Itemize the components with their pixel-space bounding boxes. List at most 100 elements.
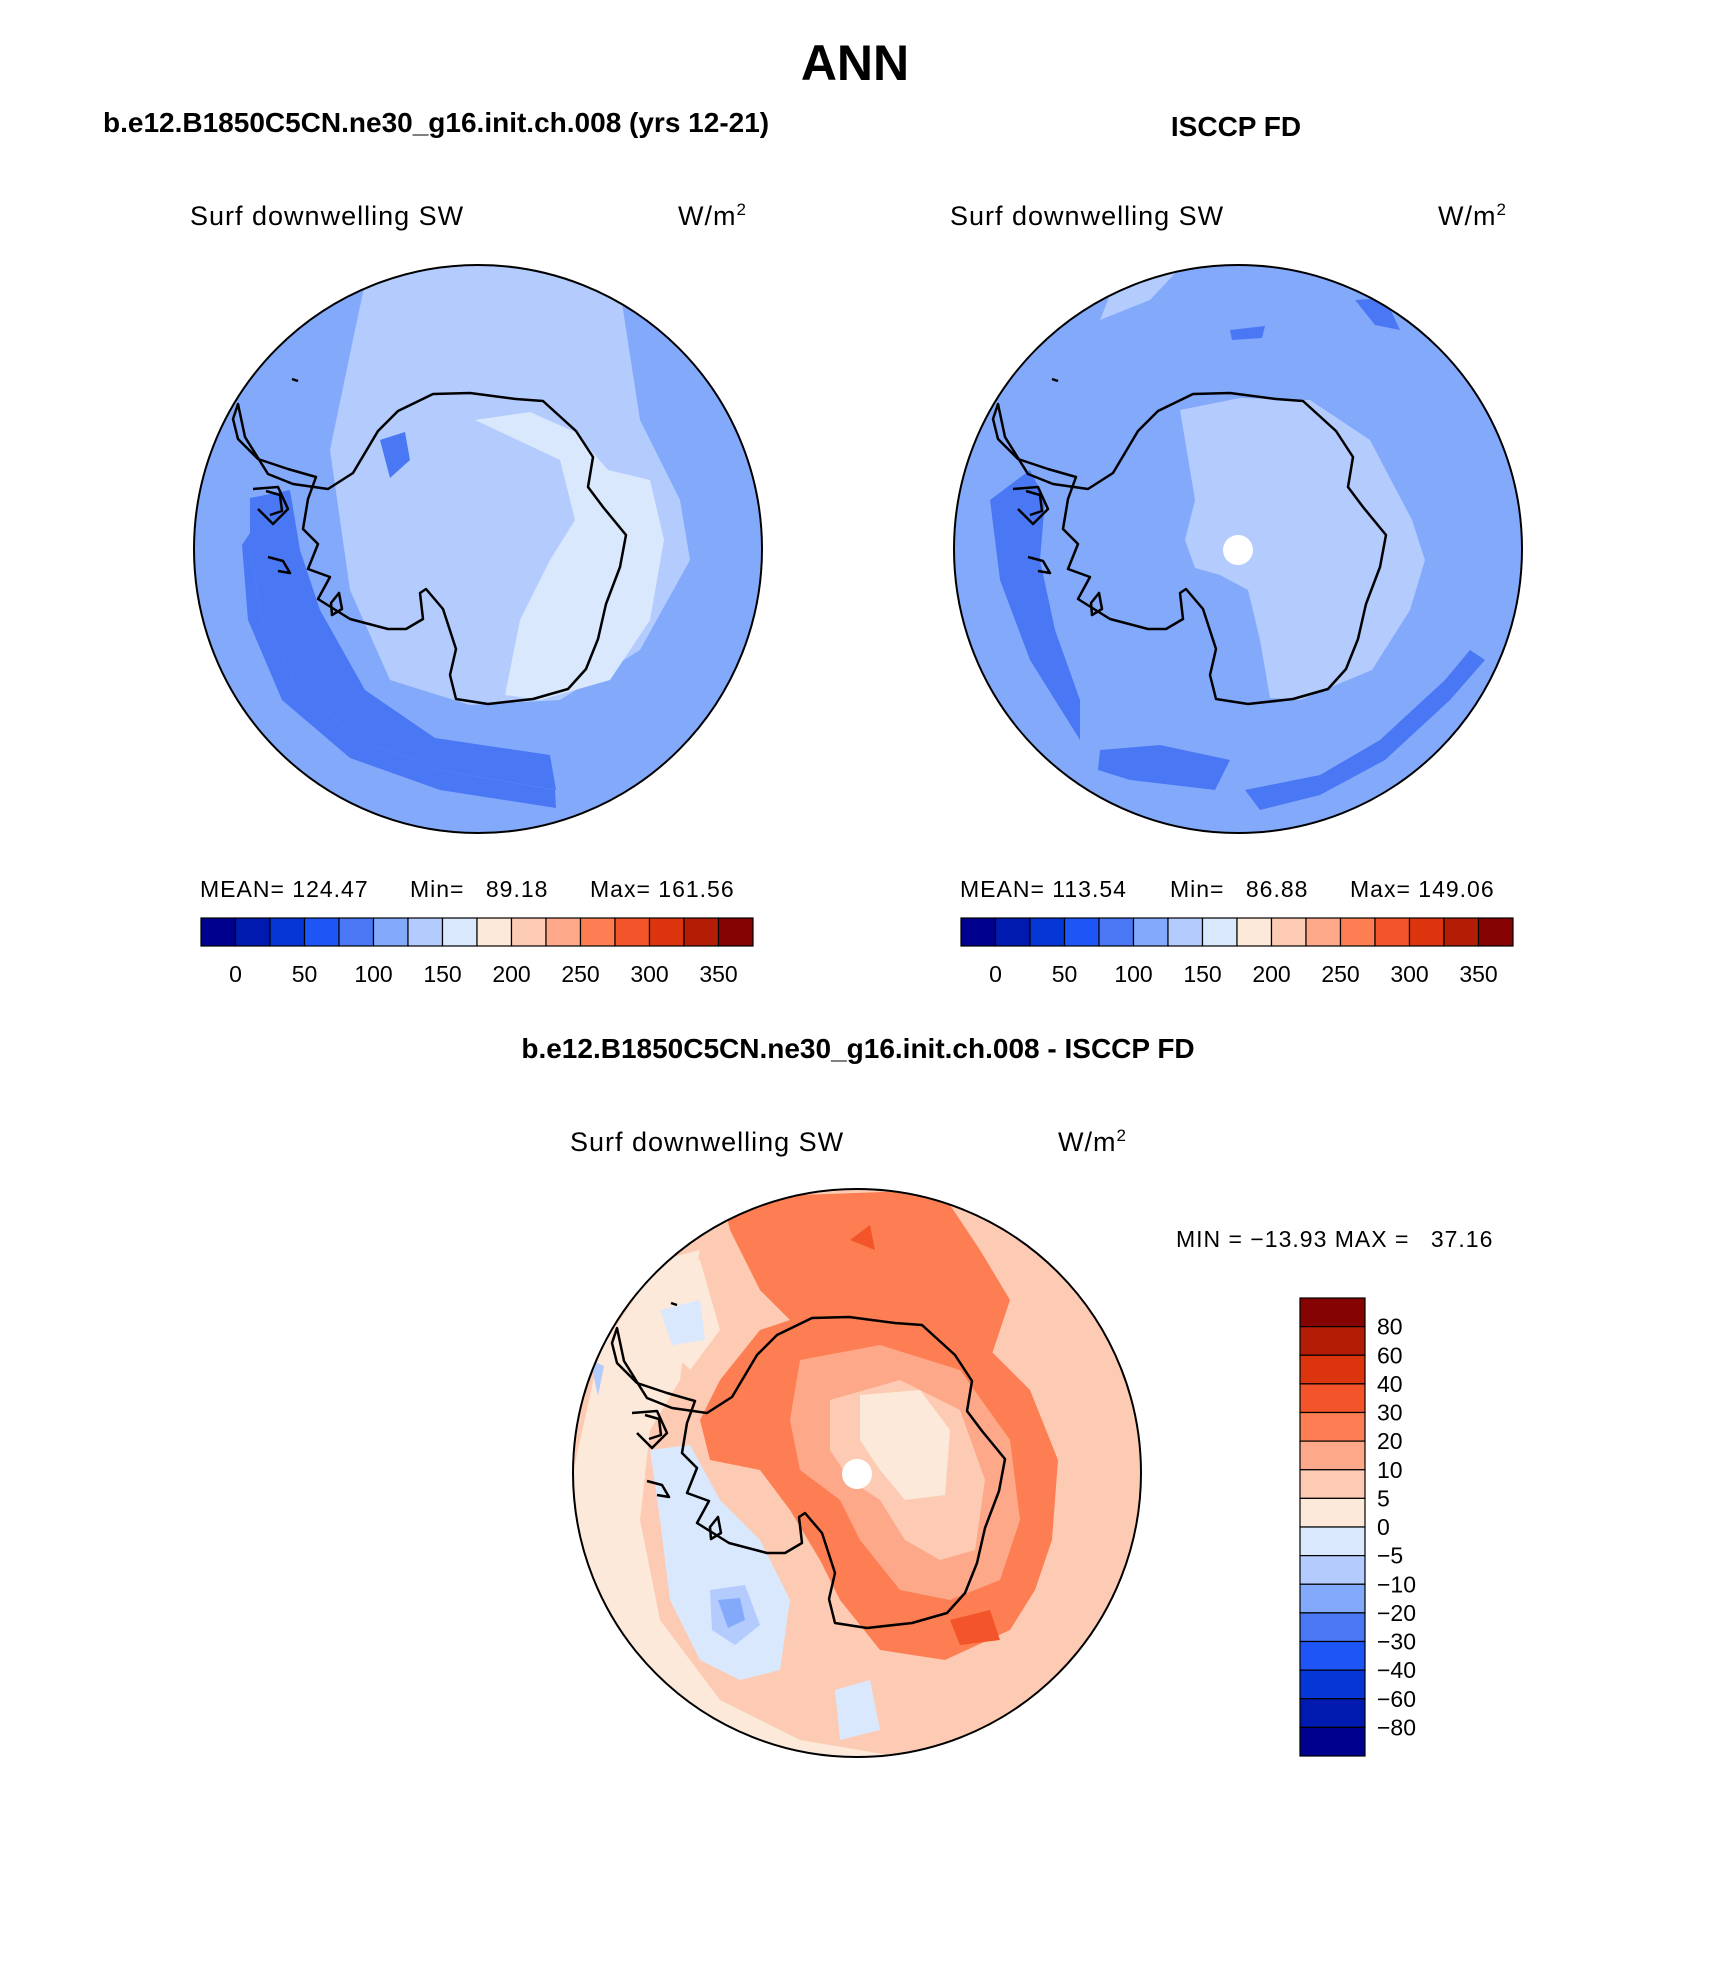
panel-diff: b.e12.B1850C5CN.ne30_g16.init.ch.008 - I… xyxy=(521,1033,1493,1758)
colorbar-swatch xyxy=(1167,917,1204,947)
colorbar-tick-label: −5 xyxy=(1377,1543,1403,1569)
colorbar-tick-label: −60 xyxy=(1377,1686,1416,1712)
svg-text:MEAN= 124.47: MEAN= 124.47 xyxy=(200,876,369,902)
map-obs xyxy=(953,264,1523,834)
colorbar-swatch xyxy=(269,917,306,947)
svg-text:MEAN= 113.54: MEAN= 113.54 xyxy=(960,876,1127,902)
colorbar-swatch xyxy=(1305,917,1342,947)
panel-diff-variable: Surf downwelling SW xyxy=(570,1127,844,1157)
colorbar-swatch xyxy=(1299,1411,1366,1442)
colorbar-swatch xyxy=(1201,917,1238,947)
colorbar-tick-label: 5 xyxy=(1377,1485,1390,1511)
colorbar-swatch xyxy=(372,917,409,947)
svg-text:Min= 86.88: Min= 86.88 xyxy=(1170,876,1308,902)
colorbar-swatch xyxy=(579,917,616,947)
panel-obs-variable: Surf downwelling SW xyxy=(950,201,1224,231)
panel-diff-units: W/m2 xyxy=(1058,1126,1127,1157)
colorbar-swatch xyxy=(1063,917,1100,947)
colorbar-swatch xyxy=(1299,1297,1366,1328)
colorbar-swatch xyxy=(1132,917,1169,947)
colorbar-swatch xyxy=(1299,1612,1366,1643)
colorbar-swatch xyxy=(510,917,547,947)
colorbar-tick-label: 200 xyxy=(492,961,530,987)
colorbar-swatch xyxy=(1299,1354,1366,1385)
colorbar-tick-label: 250 xyxy=(1321,961,1359,987)
panel-obs-header: ISCCP FD xyxy=(1171,111,1301,142)
colorbar-tick-label: 40 xyxy=(1377,1371,1403,1397)
colorbar-swatch xyxy=(303,917,340,947)
svg-text:Min= 89.18: Min= 89.18 xyxy=(410,876,548,902)
colorbar-swatch xyxy=(960,917,997,947)
colorbar-tick-label: 0 xyxy=(1377,1514,1390,1540)
colorbar-model: 0 50 100 150 200 250 300 350 xyxy=(200,917,754,987)
colorbar-swatch xyxy=(683,917,720,947)
svg-text:MIN = −13.93 MAX = 37.16: MIN = −13.93 MAX = 37.16 xyxy=(1176,1226,1493,1252)
colorbar-swatch xyxy=(1299,1698,1366,1728)
colorbar-swatch xyxy=(476,917,513,947)
panel-obs-units: W/m2 xyxy=(1438,200,1507,231)
colorbar-tick-label: −80 xyxy=(1377,1714,1416,1740)
colorbar-tick-label: 150 xyxy=(1183,961,1221,987)
colorbar-tick-label: −10 xyxy=(1377,1571,1416,1597)
colorbar-tick-label: 300 xyxy=(1390,961,1428,987)
colorbar-swatch xyxy=(545,917,582,947)
colorbar-obs: 0 50 100 150 200 250 300 350 xyxy=(960,917,1514,987)
colorbar-swatch xyxy=(1299,1669,1366,1700)
colorbar-swatch xyxy=(1098,917,1135,947)
panel-diff-stats: MIN = −13.93 MAX = 37.16 xyxy=(1176,1226,1493,1252)
colorbar-swatch xyxy=(1299,1526,1366,1557)
colorbar-tick-label: −40 xyxy=(1377,1657,1416,1683)
map-model xyxy=(193,264,763,834)
colorbar-tick-label: 300 xyxy=(630,961,668,987)
figure-title: ANN xyxy=(801,35,909,91)
colorbar-tick-label: 100 xyxy=(1114,961,1152,987)
panel-obs-stats: MEAN= 113.54 Min= 86.88 Max= 149.06 xyxy=(960,876,1495,902)
colorbar-tick-label: −20 xyxy=(1377,1600,1416,1626)
colorbar-swatch xyxy=(614,917,651,947)
colorbar-swatch xyxy=(1236,917,1273,947)
colorbar-swatch xyxy=(338,917,375,947)
colorbar-tick-label: 30 xyxy=(1377,1400,1403,1426)
colorbar-swatch xyxy=(1299,1469,1366,1499)
colorbar-swatch xyxy=(648,917,685,947)
colorbar-tick-label: 250 xyxy=(561,961,599,987)
colorbar-tick-label: 0 xyxy=(229,961,242,987)
colorbar-tick-label: 100 xyxy=(354,961,392,987)
colorbar-swatch xyxy=(1408,917,1445,947)
colorbar-swatch xyxy=(1477,917,1514,947)
colorbar-swatch xyxy=(1299,1440,1366,1471)
colorbar-tick-label: 350 xyxy=(699,961,737,987)
panel-obs: ISCCP FD Surf downwelling SW W/m2 MEAN= … xyxy=(950,111,1523,987)
colorbar-swatch xyxy=(1299,1583,1366,1614)
colorbar-swatch xyxy=(1270,917,1307,947)
svg-text:Max= 149.06: Max= 149.06 xyxy=(1350,876,1495,902)
colorbar-tick-label: 60 xyxy=(1377,1342,1403,1368)
colorbar-tick-label: 80 xyxy=(1377,1314,1403,1340)
colorbar-swatch xyxy=(234,917,271,947)
colorbar-tick-label: −30 xyxy=(1377,1629,1416,1655)
colorbar-swatch xyxy=(1374,917,1411,947)
colorbar-swatch xyxy=(1339,917,1376,947)
colorbar-tick-label: 10 xyxy=(1377,1457,1403,1483)
colorbar-tick-label: 200 xyxy=(1252,961,1290,987)
colorbar-swatch xyxy=(1443,917,1480,947)
colorbar-swatch xyxy=(1299,1555,1366,1585)
colorbar-swatch xyxy=(1299,1640,1366,1671)
panel-model-stats: MEAN= 124.47 Min= 89.18 Max= 161.56 xyxy=(200,876,735,902)
colorbar-swatch xyxy=(994,917,1031,947)
colorbar-swatch xyxy=(1299,1726,1366,1757)
svg-text:Max= 161.56: Max= 161.56 xyxy=(590,876,735,902)
colorbar-tick-label: 150 xyxy=(423,961,461,987)
colorbar-tick-label: 350 xyxy=(1459,961,1497,987)
map-diff xyxy=(572,1188,1142,1758)
panel-model-header: b.e12.B1850C5CN.ne30_g16.init.ch.008 (yr… xyxy=(103,107,769,138)
colorbar-tick-label: 0 xyxy=(989,961,1002,987)
colorbar-swatch xyxy=(1299,1383,1366,1414)
colorbar-swatch xyxy=(441,917,478,947)
colorbar-swatch xyxy=(200,917,237,947)
colorbar-tick-label: 50 xyxy=(292,961,318,987)
panel-model-units: W/m2 xyxy=(678,200,747,231)
colorbar-swatch xyxy=(1299,1497,1366,1528)
